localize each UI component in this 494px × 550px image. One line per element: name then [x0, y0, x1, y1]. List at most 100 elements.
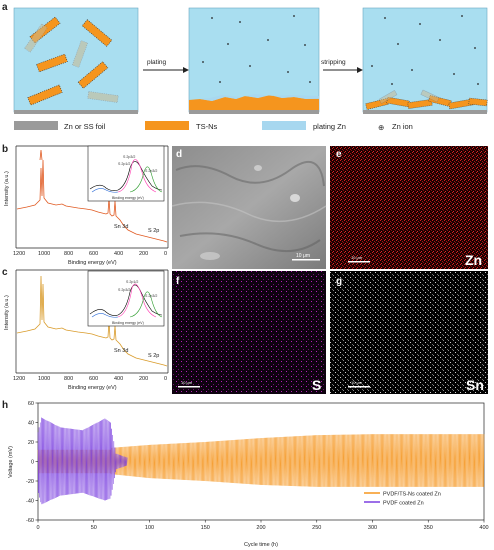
c-xtick: 200 — [139, 376, 148, 382]
scale-bar — [178, 386, 200, 388]
y-tick-label: 60 — [28, 401, 34, 407]
b-inset: S 2p3/2 S 2p1/2 S 2p3/2 Binding energy (… — [87, 145, 165, 202]
y-tick-label: 0 — [31, 460, 34, 466]
b-xtick: 200 — [139, 251, 148, 257]
c-inset-peak: S 2p3/2 — [118, 288, 130, 292]
legend-tsns-swatch — [145, 121, 189, 130]
c-xtick: 400 — [114, 376, 123, 382]
h-ylabel: Voltage (mV) — [8, 446, 14, 478]
zn-ion-icon: ⊕ — [378, 123, 384, 132]
schematic-legend: Zn or SS foil TS-Ns plating Zn ⊕ Zn ion — [14, 121, 413, 132]
tsns-flake — [27, 84, 63, 106]
legend-plating-swatch — [262, 121, 306, 130]
stripping-label: stripping — [321, 59, 346, 66]
b-xtick: 800 — [64, 251, 73, 257]
legend-zn-ion-label: Zn ion — [392, 122, 413, 131]
eds-map-zn: e Zn 10 μm — [330, 146, 488, 269]
y-tick-label: -40 — [26, 499, 34, 505]
c-xtick: 1000 — [38, 376, 50, 382]
schematic-initial — [13, 7, 139, 114]
stripping-arrow — [323, 67, 363, 73]
c-inset-peak: S 2p1/2 — [126, 280, 138, 284]
eds-map-sn: g Sn 10 μm — [330, 271, 488, 394]
xps-survey-c: Intensity (a.u.) 1200 1000 800 600 400 2… — [4, 269, 169, 391]
h-xlabel: Cycle time (h) — [244, 542, 278, 548]
e-element-label: Zn — [465, 252, 482, 268]
b-xtick: 600 — [89, 251, 98, 257]
b-inset-peak: S 2p3/2 — [123, 155, 135, 159]
panel-e-label: e — [336, 149, 342, 160]
f-scale-label: 10 μm — [181, 380, 193, 385]
c-xlabel: Binding energy (eV) — [68, 385, 117, 391]
legend-foil-label: Zn or SS foil — [64, 122, 106, 131]
series-line-1 — [37, 417, 128, 505]
panel-b-label: b — [2, 144, 8, 155]
c-annot-s2p: S 2p — [148, 353, 159, 359]
b-annot-sn3d: Sn 3d — [114, 224, 128, 230]
schematic-stripped — [362, 7, 488, 114]
c-inset-xlabel: Binding energy (eV) — [112, 321, 144, 325]
c-xtick: 0 — [164, 376, 167, 382]
c-annot-sn3d: Sn 3d — [114, 348, 128, 354]
tsns-flake-faded — [87, 91, 119, 103]
y-tick-label: -60 — [26, 518, 34, 524]
c-xtick: 1200 — [13, 376, 25, 382]
x-tick-label: 50 — [91, 525, 97, 531]
x-tick-label: 150 — [201, 525, 210, 531]
tsns-flake — [77, 61, 109, 89]
x-tick-label: 250 — [312, 525, 321, 531]
tsns-flake-faded — [71, 40, 89, 68]
c-xtick: 800 — [64, 376, 73, 382]
scale-bar — [348, 386, 370, 388]
c-inset-peak: S 2p3/2 — [145, 294, 157, 298]
panel-a-label: a — [2, 2, 8, 13]
x-tick-label: 0 — [36, 525, 39, 531]
legend-foil-swatch — [14, 121, 58, 130]
eds-map-s: f S 10 μm — [172, 271, 326, 394]
panel-h-label: h — [2, 400, 8, 411]
scale-bar — [348, 261, 370, 263]
tsns-flake-faded — [24, 23, 48, 53]
e-scale-label: 10 μm — [351, 255, 363, 260]
chart-legend: PVDF/TS-Ns coated Zn PVDF coated Zn — [364, 492, 441, 507]
plating-label: plating — [147, 59, 167, 66]
plating-arrow — [143, 67, 189, 73]
voltage-chart: 0 50 100 150 200 250 300 350 400 -60 -40 -20 0 20 40 60… — [8, 401, 489, 548]
panel-d-label: d — [176, 149, 182, 160]
b-ylabel: Intensity (a.u.) — [4, 171, 10, 206]
x-tick-label: 400 — [479, 525, 488, 531]
b-annot-s2p: S 2p — [148, 228, 159, 234]
c-xtick: 600 — [89, 376, 98, 382]
b-xlabel: Binding energy (eV) — [68, 260, 117, 266]
xps-survey-b: Intensity (a.u.) 1200 1000 800 600 400 2… — [4, 145, 169, 266]
y-tick-label: -20 — [26, 479, 34, 485]
panel-c-label: c — [2, 267, 8, 278]
legend-tsns-label: TS-Ns — [196, 122, 217, 131]
b-inset-peak: S 2p3/2 — [145, 169, 157, 173]
sem-image: d 10 μm — [171, 146, 327, 269]
f-element-label: S — [312, 377, 321, 393]
axes-layer: 0 50 100 150 200 250 300 350 400 -60 -40 -20 0 20 40 60 — [26, 401, 489, 531]
c-inset: S 2p1/2 S 2p3/2 S 2p3/2 Binding energy (… — [87, 270, 165, 327]
panel-g-label: g — [336, 276, 342, 287]
b-xtick: 400 — [114, 251, 123, 257]
schematic-plated — [188, 7, 320, 114]
c-ylabel: Intensity (a.u.) — [4, 295, 10, 330]
d-scale-label: 10 μm — [296, 253, 310, 259]
legend-plating-label: plating Zn — [313, 122, 346, 131]
b-xtick: 1000 — [38, 251, 50, 257]
legend-series-0: PVDF/TS-Ns coated Zn — [383, 492, 441, 498]
x-tick-label: 200 — [256, 525, 265, 531]
b-inset-peak: S 2p1/2 — [118, 162, 130, 166]
b-inset-xlabel: Binding energy (eV) — [112, 196, 144, 200]
legend-series-1: PVDF coated Zn — [383, 501, 424, 507]
g-element-label: Sn — [466, 377, 484, 393]
x-tick-label: 100 — [145, 525, 154, 531]
b-xtick: 0 — [164, 251, 167, 257]
x-tick-label: 350 — [424, 525, 433, 531]
panel-f-label: f — [176, 276, 180, 287]
y-tick-label: 40 — [28, 421, 34, 427]
b-xtick: 1200 — [13, 251, 25, 257]
series-layer — [37, 417, 485, 505]
